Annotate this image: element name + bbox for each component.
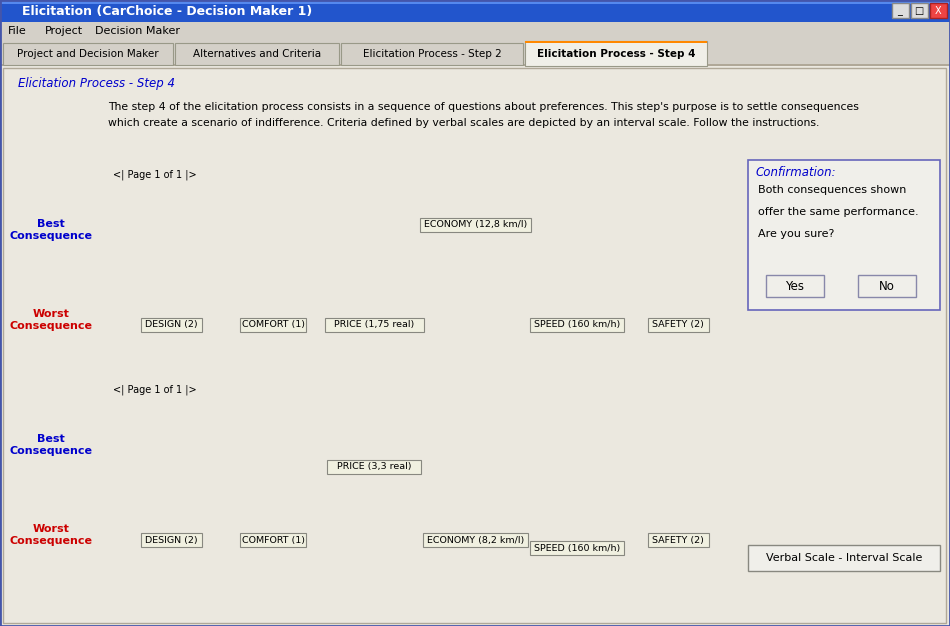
Bar [930, 3, 947, 18]
Text: Both consequences shown: Both consequences shown [758, 185, 906, 195]
Bar [648, 533, 709, 547]
Text: Elicitation Process - Step 2: Elicitation Process - Step 2 [363, 49, 502, 59]
Text: ECONOMY (12,8 km/l): ECONOMY (12,8 km/l) [424, 220, 527, 229]
Bar [111, 167, 199, 184]
Bar [453, 235, 499, 350]
Text: Confirmation:: Confirmation: [756, 165, 837, 178]
Bar [421, 218, 531, 232]
Bar [250, 551, 295, 565]
Text: SAFETY (2): SAFETY (2) [653, 321, 704, 329]
Bar [911, 3, 928, 18]
Text: Worst
Consequence: Worst Consequence [10, 309, 92, 331]
Bar [341, 43, 523, 65]
Text: COMFORT (1): COMFORT (1) [241, 321, 305, 329]
Bar [101, 158, 735, 357]
Text: No: No [879, 279, 895, 292]
Text: File: File [8, 26, 27, 36]
Text: PRICE (3,3 real): PRICE (3,3 real) [337, 463, 411, 471]
Text: SPEED (160 km/h): SPEED (160 km/h) [534, 543, 620, 553]
Bar [748, 160, 940, 310]
Bar [142, 533, 202, 547]
Text: □: □ [914, 6, 923, 16]
Text: _: _ [898, 6, 902, 16]
Text: Yes: Yes [786, 279, 805, 292]
Bar [121, 190, 729, 350]
Bar [525, 41, 707, 66]
Text: COMFORT (1): COMFORT (1) [241, 535, 305, 545]
Bar [766, 275, 824, 297]
Bar [530, 318, 624, 332]
Text: Verbal Scale - Interval Scale: Verbal Scale - Interval Scale [766, 553, 922, 563]
Bar [0, 22, 950, 40]
Bar [103, 375, 733, 570]
Text: Elicitation Process - Step 4: Elicitation Process - Step 4 [537, 49, 695, 59]
Bar [3, 43, 173, 65]
Bar [101, 373, 735, 572]
Bar [149, 551, 195, 565]
Bar [656, 551, 701, 565]
Text: which create a scenario of indifference. Criteria defined by verbal scales are d: which create a scenario of indifference.… [108, 118, 819, 128]
Bar [453, 551, 499, 565]
Text: <| Page 1 of 1 |>: <| Page 1 of 1 |> [113, 385, 197, 395]
Text: <| Page 1 of 1 |>: <| Page 1 of 1 |> [113, 170, 197, 180]
Bar [748, 545, 940, 571]
Bar [103, 160, 733, 190]
Text: Are you sure?: Are you sure? [758, 229, 834, 239]
Bar [0, 64, 950, 66]
Text: Project and Decision Maker: Project and Decision Maker [17, 49, 159, 59]
Text: Elicitation (CarChoice - Decision Maker 1): Elicitation (CarChoice - Decision Maker … [22, 4, 313, 18]
Text: The step 4 of the elicitation process consists in a sequence of questions about : The step 4 of the elicitation process co… [108, 102, 859, 112]
Bar [3, 68, 946, 623]
Bar [239, 318, 306, 332]
Bar [239, 533, 306, 547]
Bar [103, 160, 733, 355]
Text: Best
Consequence: Best Consequence [10, 434, 92, 456]
Bar [120, 189, 730, 351]
Bar [328, 460, 422, 474]
Text: Decision Maker: Decision Maker [95, 26, 180, 36]
Bar [0, 66, 950, 626]
Bar [149, 336, 195, 350]
Text: offer the same performance.: offer the same performance. [758, 207, 919, 217]
Bar [325, 318, 424, 332]
Bar [648, 318, 709, 332]
Bar [0, 0, 950, 4]
Text: DESIGN (2): DESIGN (2) [145, 535, 198, 545]
Bar [352, 477, 397, 565]
Bar [530, 541, 624, 555]
Bar [554, 336, 599, 350]
Text: PRICE (1,75 real): PRICE (1,75 real) [334, 321, 414, 329]
Text: Project: Project [45, 26, 84, 36]
Bar [892, 3, 909, 18]
Text: Consequence 1:: Consequence 1: [397, 168, 499, 182]
Text: SAFETY (2): SAFETY (2) [653, 535, 704, 545]
Bar [656, 336, 701, 350]
Bar [142, 318, 202, 332]
Text: Best
Consequence: Best Consequence [10, 219, 92, 241]
Bar [554, 551, 599, 565]
Bar [111, 382, 199, 399]
Bar [0, 0, 950, 22]
Text: DESIGN (2): DESIGN (2) [145, 321, 198, 329]
Text: Elicitation Process - Step 4: Elicitation Process - Step 4 [18, 78, 175, 91]
Bar [352, 336, 397, 350]
Text: SPEED (160 km/h): SPEED (160 km/h) [534, 321, 620, 329]
Text: Alternatives and Criteria: Alternatives and Criteria [193, 49, 321, 59]
Bar [103, 375, 733, 405]
Bar [250, 336, 295, 350]
Bar [121, 405, 729, 565]
Bar [858, 275, 916, 297]
Bar [0, 40, 950, 66]
Bar [423, 533, 528, 547]
Bar [120, 404, 730, 566]
Text: X: X [935, 6, 941, 16]
Text: Consequence 2:: Consequence 2: [397, 384, 499, 396]
Text: ECONOMY (8,2 km/l): ECONOMY (8,2 km/l) [428, 535, 524, 545]
Bar [175, 43, 339, 65]
Bar [525, 41, 707, 43]
Text: Worst
Consequence: Worst Consequence [10, 524, 92, 546]
